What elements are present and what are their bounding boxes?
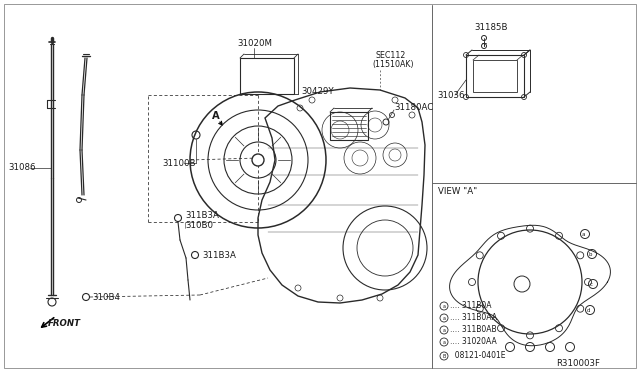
Bar [473, 60, 517, 92]
Text: a: a [442, 315, 445, 321]
Text: 310B0: 310B0 [185, 221, 213, 231]
Text: .... 311B0AB: .... 311B0AB [450, 324, 497, 334]
Text: .... 311B0AA: .... 311B0AA [450, 312, 497, 321]
Text: 31086: 31086 [8, 164, 35, 173]
Text: .... 311B0A: .... 311B0A [450, 301, 492, 310]
Text: a: a [442, 327, 445, 333]
Text: 31180AC: 31180AC [394, 103, 433, 112]
Text: 31100B: 31100B [162, 158, 195, 167]
Text: A: A [212, 111, 220, 121]
Text: .... 31020AA: .... 31020AA [450, 337, 497, 346]
Circle shape [252, 154, 264, 166]
Text: a: a [582, 231, 585, 237]
Text: d: d [587, 308, 590, 312]
Text: R310003F: R310003F [556, 359, 600, 368]
Text: a: a [442, 304, 445, 308]
Bar [330, 112, 368, 140]
Text: 31020M: 31020M [237, 38, 272, 48]
Bar [240, 58, 294, 94]
Text: (11510AK): (11510AK) [372, 61, 413, 70]
Text: b: b [589, 251, 592, 257]
Text: B: B [442, 353, 445, 359]
Text: a: a [442, 340, 445, 344]
Text: SEC112: SEC112 [375, 51, 405, 61]
Text: 310B4: 310B4 [92, 292, 120, 301]
Bar [466, 55, 524, 97]
Text: FRONT: FRONT [48, 318, 81, 327]
Text: 311B3A: 311B3A [185, 211, 219, 219]
Text: 31036: 31036 [437, 90, 465, 99]
Text: VIEW "A": VIEW "A" [438, 187, 477, 196]
Text: 311B3A: 311B3A [202, 250, 236, 260]
Text: c: c [590, 282, 593, 286]
Text: 31185B: 31185B [474, 23, 508, 32]
Text: 30429Y: 30429Y [301, 87, 333, 96]
Text: 08121-0401E: 08121-0401E [450, 350, 506, 359]
